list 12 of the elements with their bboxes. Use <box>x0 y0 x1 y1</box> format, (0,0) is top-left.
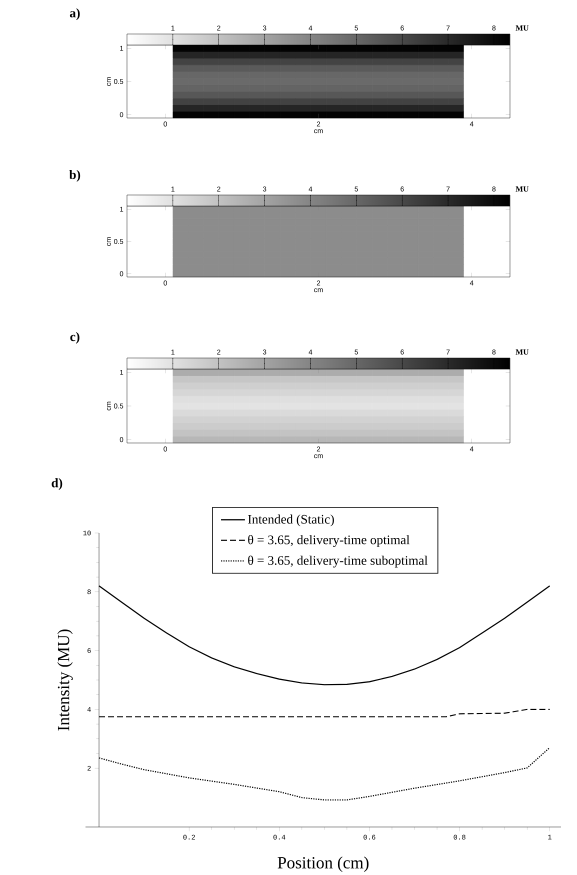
legend-label: θ = 3.65, delivery-time optimal <box>248 535 410 547</box>
chart-title: b) <box>69 170 80 182</box>
x-axis-title: Position (cm) <box>278 856 369 872</box>
legend-label: Intended (Static) <box>248 514 334 526</box>
color-bar-title: MU <box>516 349 529 355</box>
chart-title: a) <box>70 8 80 20</box>
y-axis-title: Intensity (MU) <box>57 630 73 731</box>
color-bar-title: MU <box>516 25 529 31</box>
legend-label: θ = 3.65, delivery-time suboptimal <box>248 556 428 568</box>
color-bar-title: MU <box>516 186 529 192</box>
chart-title: c) <box>70 332 80 344</box>
chart-title: d) <box>52 478 62 490</box>
